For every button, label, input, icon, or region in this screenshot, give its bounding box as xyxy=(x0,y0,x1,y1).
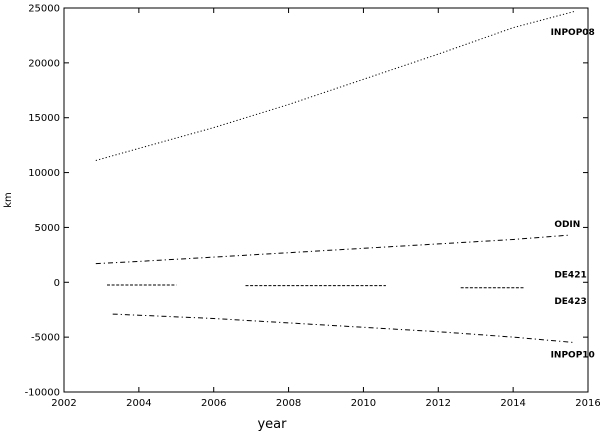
series-label-inpop10: INPOP10 xyxy=(551,351,595,361)
x-tick-label: 2004 xyxy=(126,398,151,409)
plot-border xyxy=(63,7,589,393)
y-tick-label: 15000 xyxy=(28,113,60,124)
series-lines xyxy=(95,10,576,344)
x-tick-label: 2012 xyxy=(426,398,451,409)
series-line-odin xyxy=(95,234,570,265)
x-axis-label: year xyxy=(257,417,287,432)
plot-frame xyxy=(63,7,589,393)
x-tick-label: 2016 xyxy=(575,398,600,409)
y-tick-label: 10000 xyxy=(28,168,60,179)
y-tick-label: 20000 xyxy=(28,58,60,69)
x-tick-label: 2008 xyxy=(276,398,301,409)
series-line-inpop08 xyxy=(95,10,576,161)
y-axis-label: km xyxy=(3,192,14,208)
series-labels: INPOP08 ODIN DE421 DE423 INPOP10 xyxy=(551,28,595,361)
axis-ticks: 2002 2004 2006 2008 2010 2012 2014 2016 -10000 -5… xyxy=(25,4,600,410)
x-tick-label: 2002 xyxy=(51,398,76,409)
y-tick-label: 0 xyxy=(54,278,60,289)
y-tick-label: 5000 xyxy=(35,223,60,234)
series-label-inpop08: INPOP08 xyxy=(551,28,595,38)
y-tick-label: -5000 xyxy=(31,333,60,344)
x-tick-label: 2006 xyxy=(201,398,226,409)
series-label-odin: ODIN xyxy=(554,220,580,230)
y-tick-label: 25000 xyxy=(28,4,60,15)
x-tick-label: 2014 xyxy=(500,398,525,409)
series-label-de421: DE421 xyxy=(554,271,586,281)
series-label-de423: DE423 xyxy=(554,297,586,307)
x-tick-label: 2010 xyxy=(351,398,376,409)
y-tick-label: -10000 xyxy=(25,388,60,399)
series-line-inpop10 xyxy=(112,313,575,344)
